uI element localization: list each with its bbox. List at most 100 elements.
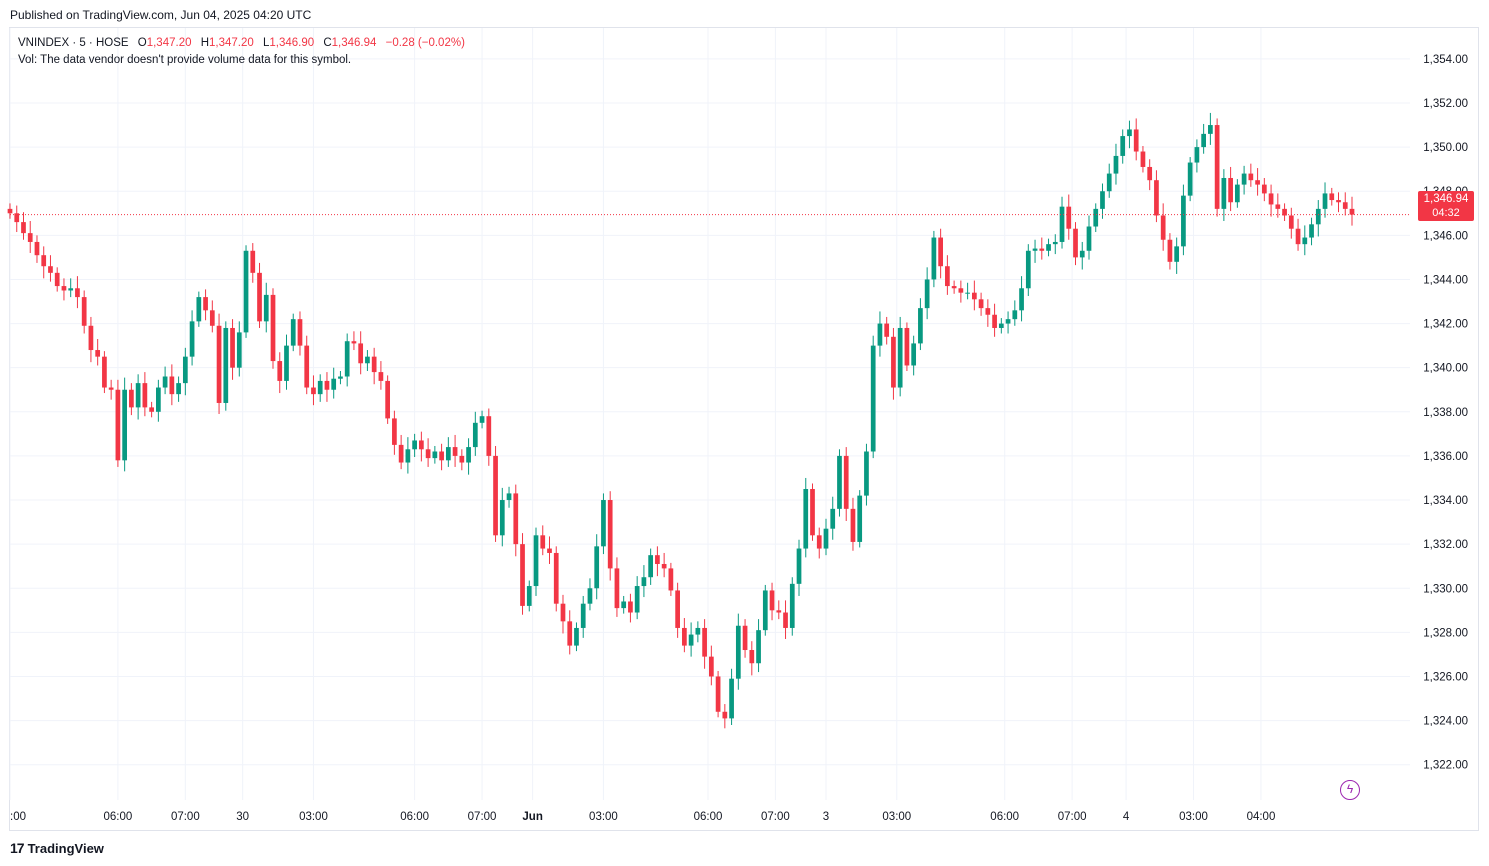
candle-body <box>182 356 188 384</box>
candle-body <box>695 627 701 635</box>
candle-body <box>715 676 721 712</box>
candle-body <box>641 577 647 587</box>
candle-body <box>756 630 761 664</box>
candle-body <box>1214 125 1220 209</box>
y-tick-label: 1,332.00 <box>1423 539 1468 551</box>
candle-body <box>796 548 802 584</box>
candle-body <box>682 627 687 646</box>
x-tick-label: 03:00 <box>299 811 328 823</box>
candle-body <box>297 319 303 346</box>
candle-body <box>277 361 283 381</box>
y-tick-label: 1,328.00 <box>1423 627 1468 639</box>
candle-body <box>1336 200 1341 203</box>
candle-body <box>688 634 694 646</box>
candle-body <box>129 389 134 408</box>
candle-body <box>115 389 121 461</box>
candle-body <box>75 288 80 298</box>
y-tick-label: 1,352.00 <box>1423 98 1468 110</box>
candle-body <box>1154 180 1159 216</box>
candle-body <box>965 292 970 294</box>
candle-body <box>378 372 384 381</box>
candle-body <box>742 625 748 651</box>
candle-body <box>21 222 26 234</box>
candle-body <box>122 389 128 461</box>
lightning-icon[interactable]: ϟ <box>1340 780 1360 800</box>
candle-body <box>553 552 559 604</box>
candle-body <box>209 310 215 326</box>
candle-body <box>169 376 175 395</box>
candle-body <box>1349 208 1355 215</box>
candle-body <box>533 535 539 587</box>
y-tick-label: 1,342.00 <box>1423 319 1468 331</box>
candle-body <box>311 387 316 395</box>
candle-body <box>493 455 498 536</box>
candle-body <box>634 586 640 613</box>
candle-body <box>1228 177 1233 203</box>
candle-body <box>176 383 181 395</box>
candle-body <box>776 610 782 613</box>
y-tick-label: 1,322.00 <box>1423 760 1468 772</box>
candle-body <box>729 678 734 719</box>
candle-body <box>392 418 397 445</box>
candle-body <box>897 327 903 388</box>
candle-body <box>419 440 424 450</box>
candle-body <box>1093 208 1099 227</box>
candle-body <box>61 286 67 291</box>
legend-close-label: C <box>323 37 332 49</box>
x-tick-label: 06:00 <box>400 811 429 823</box>
candle-body <box>102 356 107 388</box>
candle-body <box>486 416 492 456</box>
candle-body <box>1079 250 1085 258</box>
candle-body <box>601 500 606 547</box>
candle-body <box>850 508 856 542</box>
candle-body <box>304 345 310 388</box>
x-tick-label: 06:00 <box>990 811 1019 823</box>
last-price-badge: 1,346.94 04:32 <box>1418 191 1474 221</box>
candle-body <box>789 583 795 628</box>
candle-body <box>702 627 707 657</box>
candle-body <box>978 299 984 309</box>
candle-body <box>412 440 417 450</box>
x-tick-label: :00 <box>10 811 26 823</box>
candle-body <box>1086 226 1092 251</box>
candle-body <box>371 356 377 373</box>
y-tick-label: 1,354.00 <box>1423 54 1468 66</box>
candle-body <box>365 356 370 364</box>
candle-body <box>1032 248 1038 251</box>
candle-body <box>547 548 552 553</box>
candle-body <box>263 294 269 322</box>
candle-body <box>560 603 566 622</box>
candle-body <box>344 341 350 377</box>
candle-body <box>1315 208 1321 225</box>
candle-body <box>951 286 957 289</box>
candle-body <box>479 416 485 423</box>
candle-body <box>985 308 991 315</box>
candle-body <box>270 294 276 362</box>
x-tick-label: 07:00 <box>468 811 497 823</box>
candle-body <box>1248 173 1254 181</box>
legend-high: 1,347.20 <box>209 37 254 49</box>
time-axis: :00 06:00 07:00 30 03:00 06:00 07:00 Jun 03:00 06… <box>10 811 1275 823</box>
candle-body <box>864 451 869 496</box>
candle-body <box>594 546 600 589</box>
candle-body <box>1241 173 1247 185</box>
candle-body <box>324 380 330 390</box>
tradingview-logo[interactable]: 17 TradingView <box>10 840 104 856</box>
candle-body <box>924 279 930 309</box>
candles <box>7 112 1355 729</box>
candle-body <box>1255 180 1260 185</box>
candle-body <box>1275 204 1281 209</box>
candle-body <box>607 500 613 569</box>
candle-body <box>445 447 451 461</box>
candle-body <box>614 568 620 609</box>
legend-high-label: H <box>200 37 209 49</box>
candle-body <box>1106 173 1112 192</box>
legend-low: 1,346.90 <box>269 37 315 49</box>
x-tick-label: 30 <box>236 811 249 823</box>
x-tick-label: 3 <box>823 811 829 823</box>
y-tick-label: 1,330.00 <box>1423 583 1468 595</box>
candle-body <box>405 449 411 463</box>
candle-body <box>425 449 431 459</box>
candle-body <box>675 590 680 628</box>
